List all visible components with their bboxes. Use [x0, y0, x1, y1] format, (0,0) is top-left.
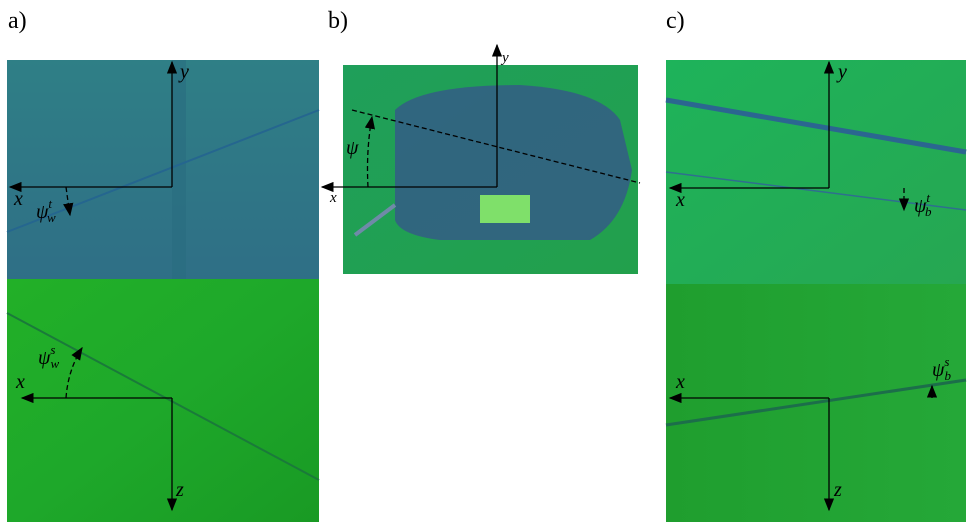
panel-label: b)	[328, 8, 348, 34]
sup: t	[926, 190, 930, 205]
image	[7, 60, 319, 279]
panel-label: a)	[8, 8, 27, 34]
image	[666, 60, 966, 284]
axis-label: x	[675, 189, 685, 211]
symbol: ψ	[932, 359, 945, 381]
sub: b	[925, 204, 932, 219]
image	[7, 279, 319, 522]
axis-label: y	[178, 61, 189, 83]
axis-label: x	[675, 371, 685, 393]
angle-label: ψ	[346, 137, 359, 159]
image-artifact	[172, 60, 186, 279]
sup: s	[944, 354, 949, 369]
figure: a) b) c) x y ψtw x z ψsw x y ψ x y ψtb x…	[0, 0, 969, 524]
axis-label: x	[329, 190, 337, 206]
axis-label: x	[15, 371, 25, 393]
axis-label: z	[175, 479, 184, 501]
sub: b	[944, 368, 951, 383]
axis-label: z	[833, 479, 842, 501]
axis-label: x	[13, 188, 23, 210]
panel-label: c)	[666, 8, 685, 34]
axis-label: y	[500, 50, 509, 66]
sub: w	[50, 356, 59, 371]
symbol: ψ	[38, 347, 51, 369]
axis-label: y	[836, 61, 847, 83]
sup: s	[50, 342, 55, 357]
sup: t	[48, 196, 52, 211]
vehicle-part	[480, 195, 530, 223]
sub: w	[47, 210, 56, 225]
